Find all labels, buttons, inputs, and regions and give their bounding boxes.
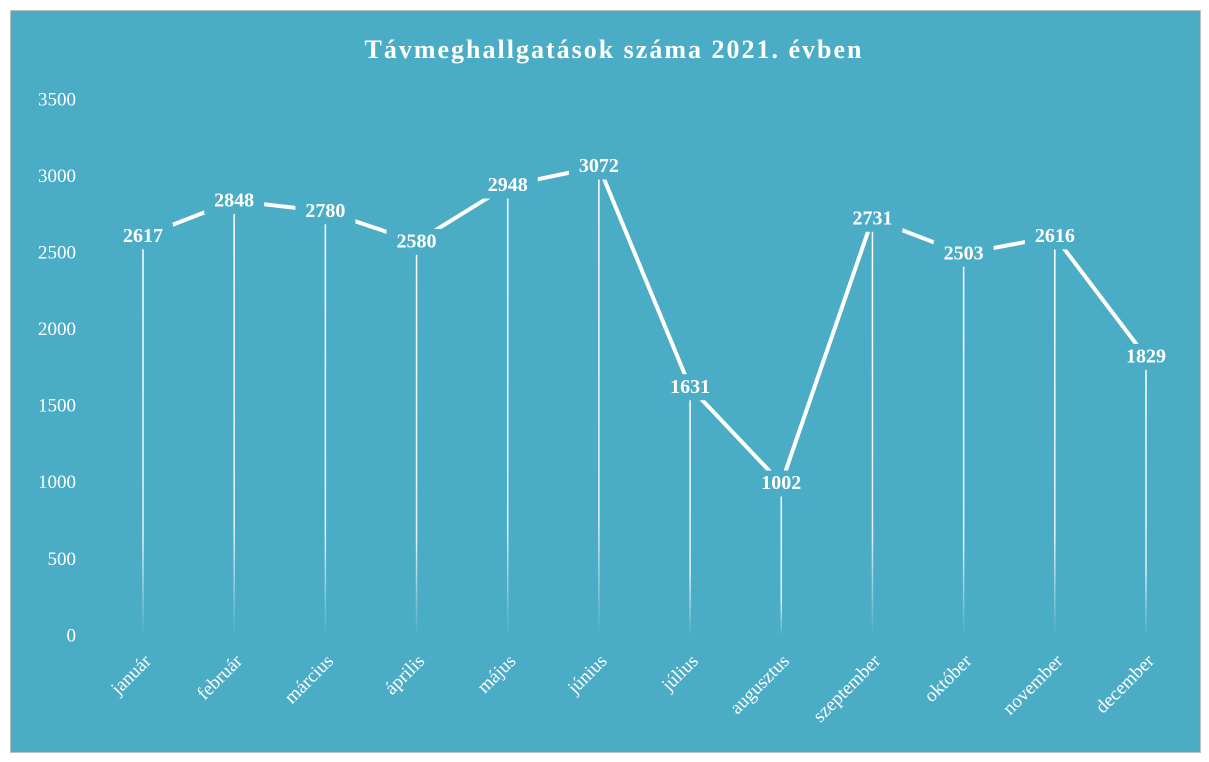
- drop-line: [233, 200, 235, 638]
- drop-line: [962, 253, 965, 638]
- drop-line: [780, 483, 783, 637]
- data-label-bg: [933, 240, 994, 267]
- data-label: 2780: [305, 200, 345, 222]
- data-label: 2617: [123, 225, 163, 247]
- data-label: 1829: [1126, 345, 1166, 367]
- y-tick-label: 1500: [38, 396, 76, 417]
- y-tick-label: 2000: [38, 319, 76, 340]
- data-label: 2580: [397, 230, 437, 252]
- data-label-bg: [842, 205, 903, 232]
- drop-line: [506, 185, 509, 637]
- data-label: 3072: [579, 155, 619, 177]
- data-label-bg: [1116, 343, 1176, 370]
- drop-line: [689, 387, 691, 637]
- chart-title: Távmeghallgatások száma 2021. évben: [365, 35, 864, 64]
- drop-line: [324, 211, 327, 637]
- data-label-bg: [1024, 223, 1085, 250]
- data-label-bg: [113, 223, 173, 250]
- y-tick-label: 2500: [38, 243, 76, 264]
- data-label-bg: [204, 187, 265, 214]
- data-label: 2948: [488, 174, 528, 196]
- data-label-bg: [660, 374, 721, 401]
- data-label: 2848: [214, 189, 254, 211]
- data-label: 1002: [761, 472, 801, 494]
- data-label-bg: [386, 228, 447, 255]
- drop-line: [142, 236, 144, 637]
- data-label-bg: [751, 470, 812, 497]
- data-label-bg: [477, 172, 538, 199]
- data-label-bg: [295, 198, 356, 225]
- data-label: 1631: [670, 376, 710, 398]
- y-tick-label: 0: [67, 625, 77, 646]
- data-label-bg: [568, 153, 629, 180]
- drop-line: [871, 218, 874, 638]
- y-tick-label: 3500: [38, 89, 76, 110]
- y-tick-label: 1000: [38, 472, 76, 493]
- y-tick-label: 500: [48, 549, 77, 570]
- data-label: 2503: [944, 242, 984, 264]
- chart-area: [10, 10, 1201, 753]
- y-tick-label: 3000: [38, 166, 76, 187]
- drop-line: [1054, 236, 1056, 637]
- data-label: 2731: [852, 207, 892, 229]
- drop-line: [415, 241, 418, 638]
- drop-line: [1145, 356, 1147, 637]
- data-label: 2616: [1035, 225, 1075, 247]
- drop-line: [598, 166, 600, 637]
